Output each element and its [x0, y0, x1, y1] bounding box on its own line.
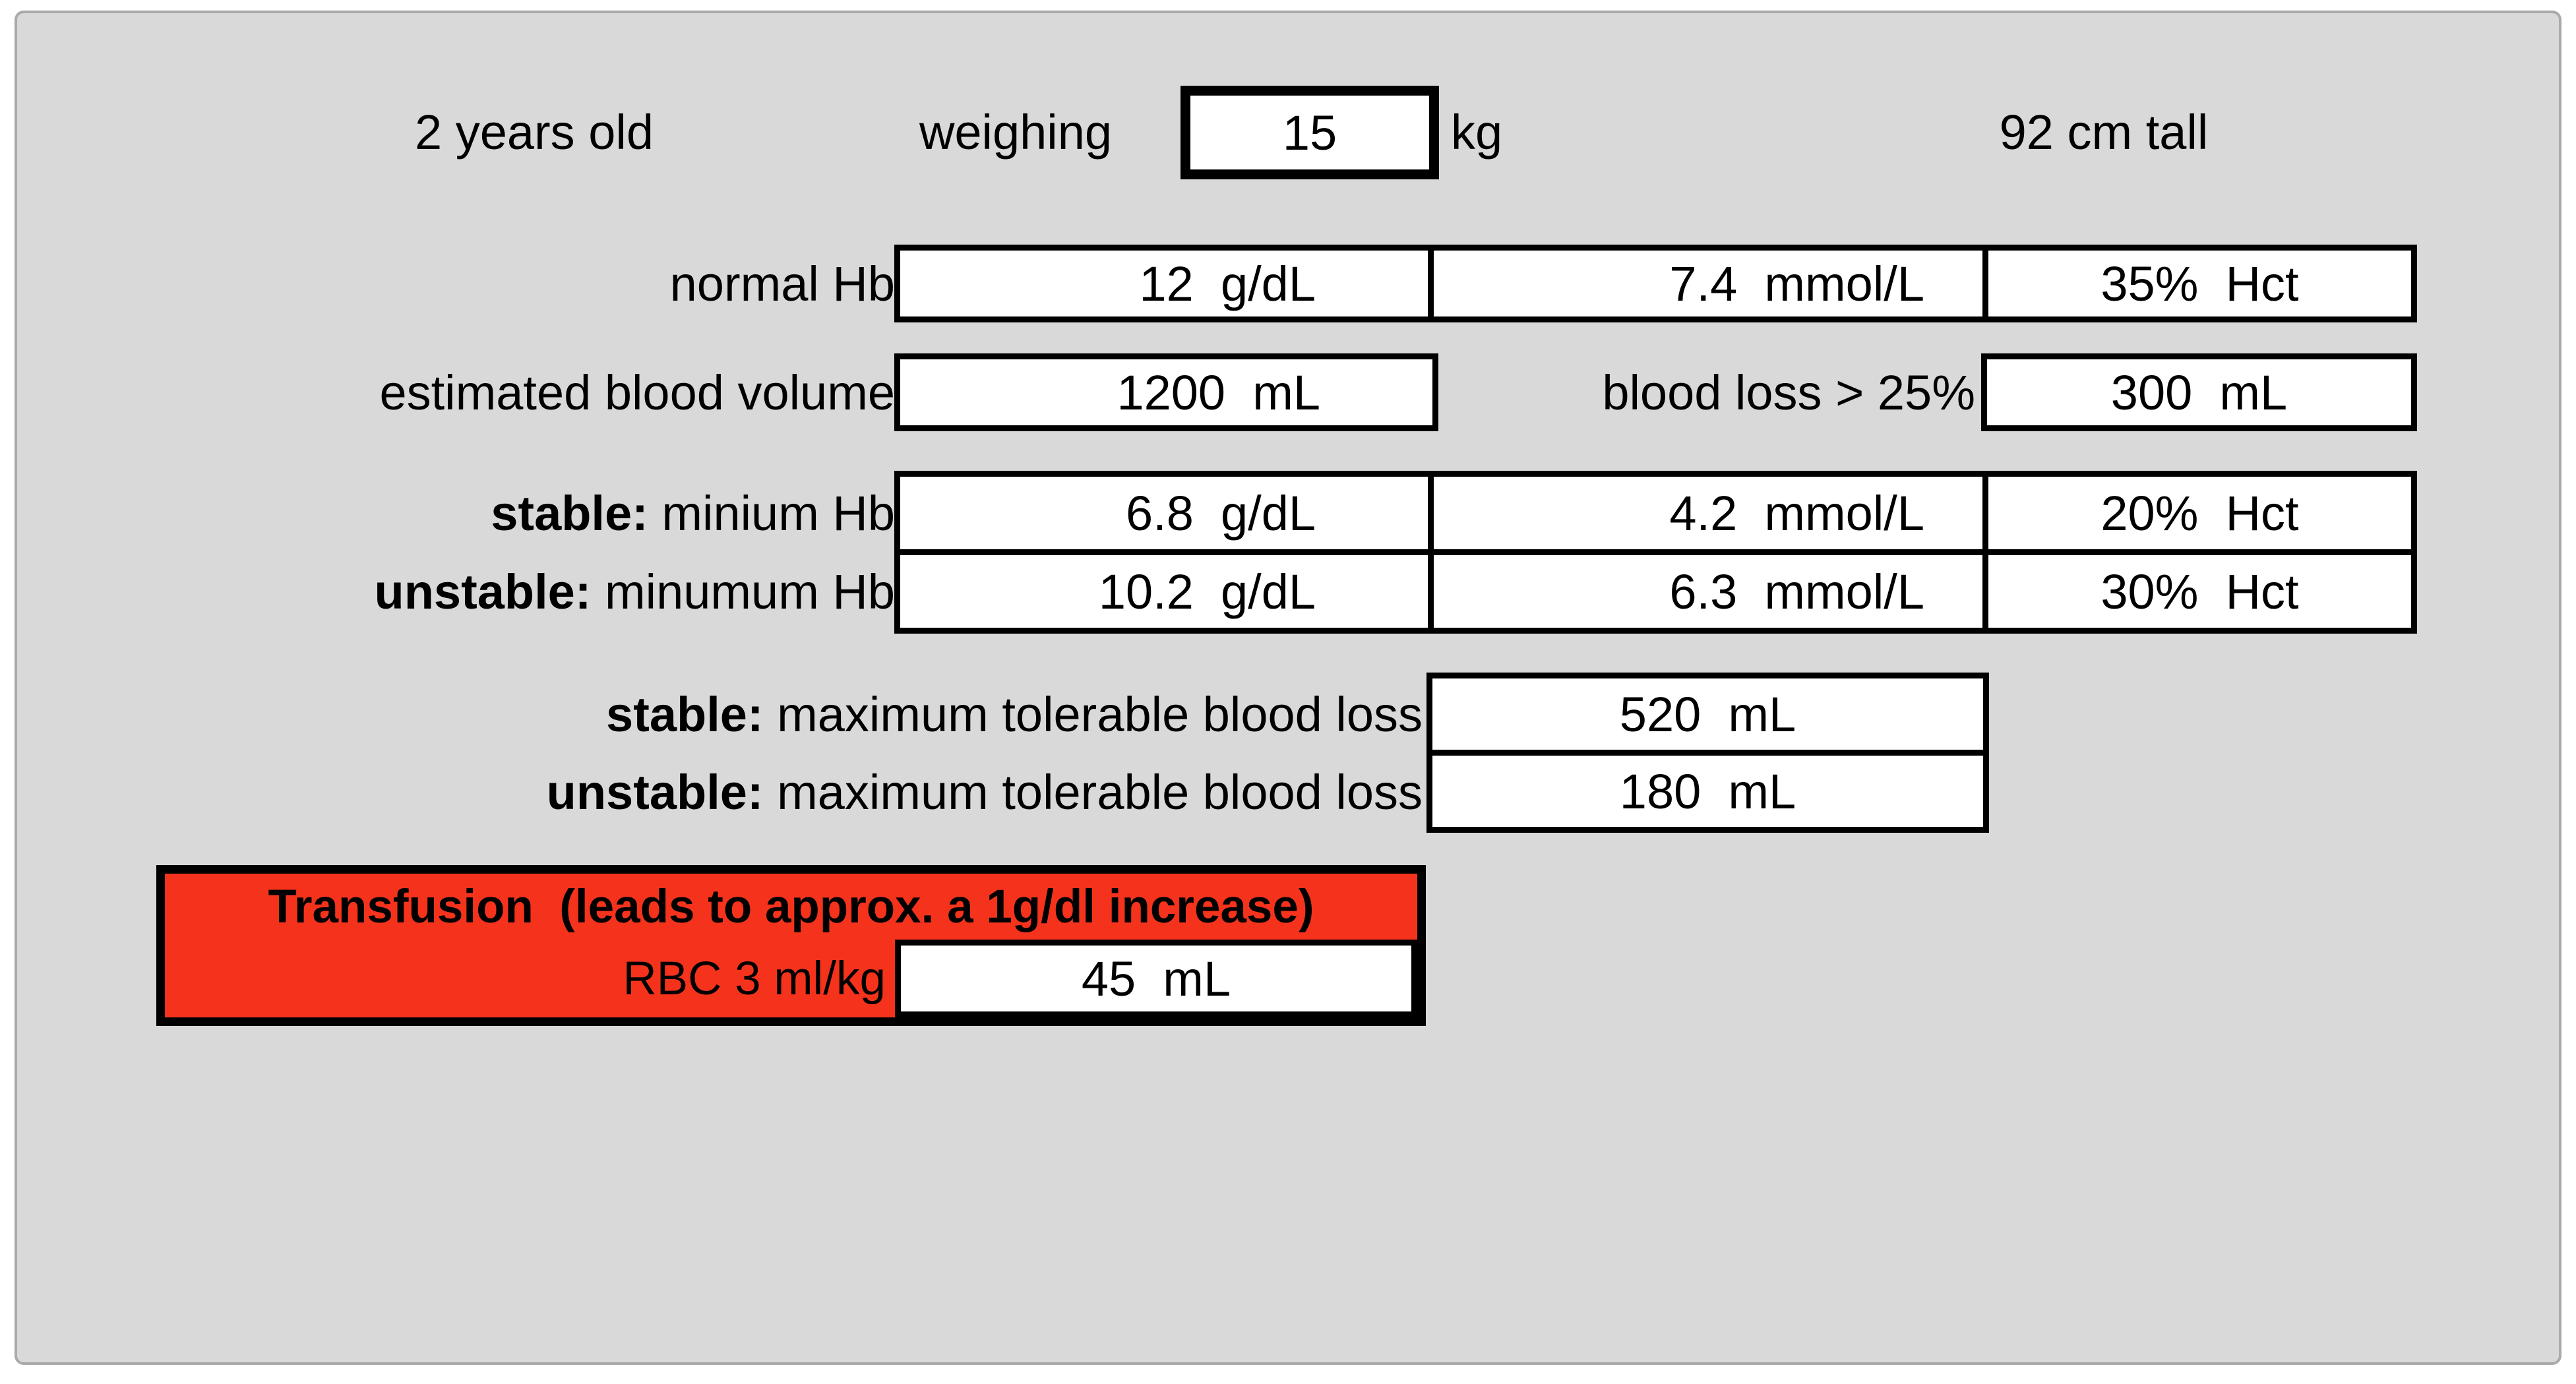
- stable-min-hb-label-rest: minium Hb: [648, 485, 895, 541]
- unstable-min-hb-label-bold: unstable:: [374, 564, 592, 619]
- patient-age-label: 2 years old: [415, 104, 654, 160]
- unstable-min-hct-cell: 30% Hct: [1988, 555, 2411, 628]
- unstable-max-loss-label-bold: unstable:: [546, 764, 764, 820]
- unstable-min-mmol-cell: 6.3 mmol/L: [1434, 555, 1982, 628]
- normal-hb-label: normal Hb: [669, 256, 895, 311]
- rbc-volume-value: 45 mL: [1081, 951, 1231, 1006]
- max-loss-grid: 520 mL 180 mL: [1426, 673, 1989, 833]
- weight-unit-label: kg: [1451, 104, 1503, 160]
- unstable-max-loss-label-rest: maximum tolerable blood loss: [763, 764, 1423, 820]
- blood-volume-value-cell: 1200 mL: [894, 353, 1438, 431]
- transfusion-title: Transfusion (leads to approx. a 1g/dl in…: [268, 880, 1314, 933]
- transfusion-box: Transfusion (leads to approx. a 1g/dl in…: [156, 865, 1426, 1026]
- rbc-dose-label: RBC 3 ml/kg: [623, 952, 886, 1005]
- stable-max-loss-label: stable: maximum tolerable blood loss: [606, 678, 1423, 750]
- unstable-max-loss-cell: 180 mL: [1432, 756, 1983, 827]
- stable-max-loss-label-rest: maximum tolerable blood loss: [763, 686, 1423, 742]
- stable-min-hct-cell: 20% Hct: [1988, 477, 2411, 549]
- normal-hb-gdl-cell: 12 g/dL: [900, 251, 1428, 316]
- blood-loss-threshold-label: blood loss > 25%: [1602, 365, 1975, 420]
- weighing-label: weighing: [919, 104, 1113, 160]
- normal-hb-mmol-cell: 7.4 mmol/L: [1434, 251, 1982, 316]
- calculator-panel: [15, 11, 2561, 1365]
- stable-min-mmol-cell: 4.2 mmol/L: [1434, 477, 1982, 549]
- normal-hb-hct-cell: 35% Hct: [1988, 251, 2411, 316]
- blood-volume-label: estimated blood volume: [379, 365, 895, 420]
- unstable-min-gdl-cell: 10.2 g/dL: [900, 555, 1428, 628]
- patient-height-label: 92 cm tall: [1999, 104, 2209, 160]
- blood-loss-value-cell: 300 mL: [1981, 353, 2417, 431]
- stable-min-gdl-cell: 6.8 g/dL: [900, 477, 1428, 549]
- weight-input-cell[interactable]: 15: [1181, 86, 1439, 179]
- stable-min-hb-label: stable: minium Hb: [491, 477, 895, 549]
- stable-max-loss-cell: 520 mL: [1432, 678, 1983, 750]
- weight-value: 15: [1282, 105, 1337, 160]
- unstable-min-hb-label-rest: minumum Hb: [591, 564, 895, 619]
- normal-hb-grid: 12 g/dL 7.4 mmol/L 35% Hct: [894, 245, 2417, 322]
- rbc-volume-cell: 45 mL: [895, 940, 1417, 1017]
- stable-min-hb-label-bold: stable:: [491, 485, 648, 541]
- stable-max-loss-label-bold: stable:: [606, 686, 764, 742]
- unstable-min-hb-label: unstable: minumum Hb: [375, 555, 895, 628]
- minimum-hb-grid: 6.8 g/dL 4.2 mmol/L 20% Hct 10.2 g/dL 6.…: [894, 471, 2417, 634]
- unstable-max-loss-label: unstable: maximum tolerable blood loss: [547, 756, 1423, 827]
